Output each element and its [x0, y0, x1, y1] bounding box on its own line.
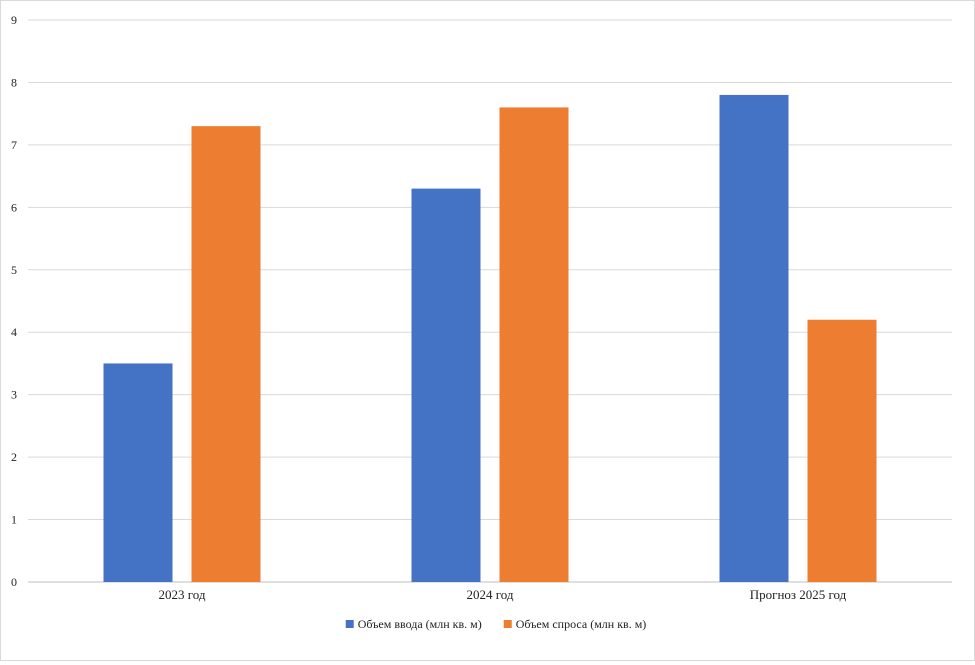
x-axis: 2023 год 2024 год Прогноз 2025 год: [159, 587, 847, 602]
y-tick-label: 8: [11, 75, 17, 89]
bar: [807, 319, 877, 582]
y-tick-label: 7: [11, 138, 17, 152]
legend-swatch: [503, 620, 512, 628]
legend-item: Объем ввода (млн кв. м): [345, 617, 482, 631]
y-tick-label: 1: [11, 513, 17, 527]
bar: [191, 126, 261, 583]
x-tick-label: 2023 год: [159, 587, 206, 602]
bar: [719, 94, 789, 582]
bar: [103, 363, 173, 582]
bar: [411, 188, 481, 582]
bar: [499, 107, 569, 582]
y-tick-label: 0: [11, 575, 17, 589]
bars: [103, 94, 877, 583]
legend: Объем ввода (млн кв. м) Объем спроса (млн…: [345, 617, 647, 631]
y-tick-label: 6: [11, 200, 17, 214]
y-tick-label: 9: [11, 13, 17, 27]
legend-swatch: [345, 620, 354, 628]
y-tick-label: 2: [11, 450, 17, 464]
y-tick-label: 4: [11, 325, 17, 339]
legend-label: Объем ввода (млн кв. м): [358, 617, 482, 631]
y-tick-label: 5: [11, 263, 17, 277]
x-tick-label: 2024 год: [467, 587, 514, 602]
y-axis: 0 1 2 3 4 5 6 7 8 9: [11, 13, 17, 589]
legend-label: Объем спроса (млн кв. м): [516, 617, 647, 631]
x-tick-label: Прогноз 2025 год: [750, 587, 847, 602]
legend-item: Объем спроса (млн кв. м): [503, 617, 647, 631]
y-tick-label: 3: [11, 388, 17, 402]
gridlines: [28, 19, 952, 583]
